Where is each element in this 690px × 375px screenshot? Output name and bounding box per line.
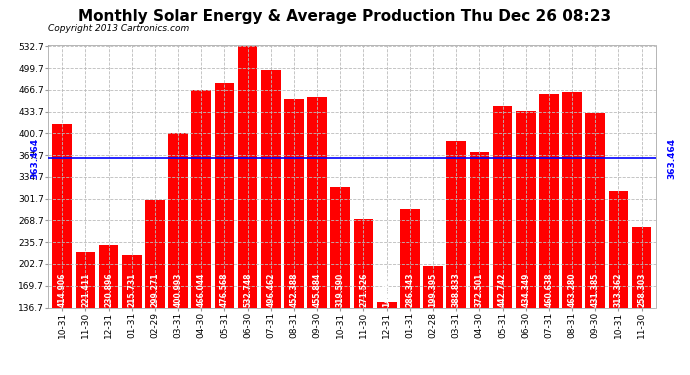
- Text: 400.993: 400.993: [174, 273, 183, 307]
- Bar: [423, 266, 443, 308]
- Bar: [539, 94, 559, 308]
- Text: 414.906: 414.906: [58, 273, 67, 307]
- Bar: [354, 219, 373, 308]
- Text: Monthly Solar Energy & Average Production Thu Dec 26 08:23: Monthly Solar Energy & Average Productio…: [79, 9, 611, 24]
- Bar: [52, 124, 72, 308]
- Text: 372.501: 372.501: [475, 273, 484, 307]
- Text: 442.742: 442.742: [498, 272, 507, 307]
- Bar: [168, 133, 188, 308]
- Text: Copyright 2013 Cartronics.com: Copyright 2013 Cartronics.com: [48, 24, 190, 33]
- Text: 286.343: 286.343: [405, 272, 414, 307]
- Text: 476.568: 476.568: [220, 272, 229, 307]
- Text: 388.833: 388.833: [452, 272, 461, 307]
- Text: 271.526: 271.526: [359, 273, 368, 307]
- Bar: [191, 90, 211, 308]
- Text: 434.349: 434.349: [521, 273, 530, 307]
- Text: 463.280: 463.280: [568, 272, 577, 307]
- Bar: [307, 97, 327, 308]
- Text: 313.362: 313.362: [614, 273, 623, 307]
- Text: 532.748: 532.748: [243, 272, 252, 307]
- Bar: [400, 209, 420, 308]
- Bar: [469, 152, 489, 308]
- Text: 452.388: 452.388: [290, 272, 299, 307]
- Text: 221.411: 221.411: [81, 273, 90, 307]
- Bar: [284, 99, 304, 308]
- Text: 199.395: 199.395: [428, 273, 437, 307]
- Text: 431.385: 431.385: [591, 273, 600, 307]
- Bar: [377, 302, 397, 307]
- Text: 258.303: 258.303: [637, 273, 646, 307]
- Bar: [261, 70, 281, 308]
- Text: 215.731: 215.731: [127, 273, 136, 307]
- Text: 363.464: 363.464: [30, 137, 39, 178]
- Text: 144.501: 144.501: [382, 273, 391, 307]
- Bar: [493, 106, 513, 308]
- Text: 230.896: 230.896: [104, 272, 113, 307]
- Text: 363.464: 363.464: [667, 137, 676, 178]
- Bar: [516, 111, 535, 308]
- Text: 460.638: 460.638: [544, 272, 553, 307]
- Bar: [609, 191, 629, 308]
- Bar: [99, 245, 119, 308]
- Bar: [562, 92, 582, 308]
- Bar: [215, 83, 235, 308]
- Text: 466.044: 466.044: [197, 273, 206, 307]
- Bar: [632, 227, 651, 308]
- Bar: [331, 187, 350, 308]
- Bar: [122, 255, 141, 308]
- Text: 455.884: 455.884: [313, 273, 322, 307]
- Text: 319.590: 319.590: [336, 273, 345, 307]
- Bar: [75, 252, 95, 308]
- Bar: [446, 141, 466, 308]
- Bar: [238, 46, 257, 308]
- Text: 496.462: 496.462: [266, 273, 275, 307]
- Text: 299.271: 299.271: [150, 272, 159, 307]
- Bar: [585, 113, 605, 308]
- Bar: [145, 200, 165, 308]
